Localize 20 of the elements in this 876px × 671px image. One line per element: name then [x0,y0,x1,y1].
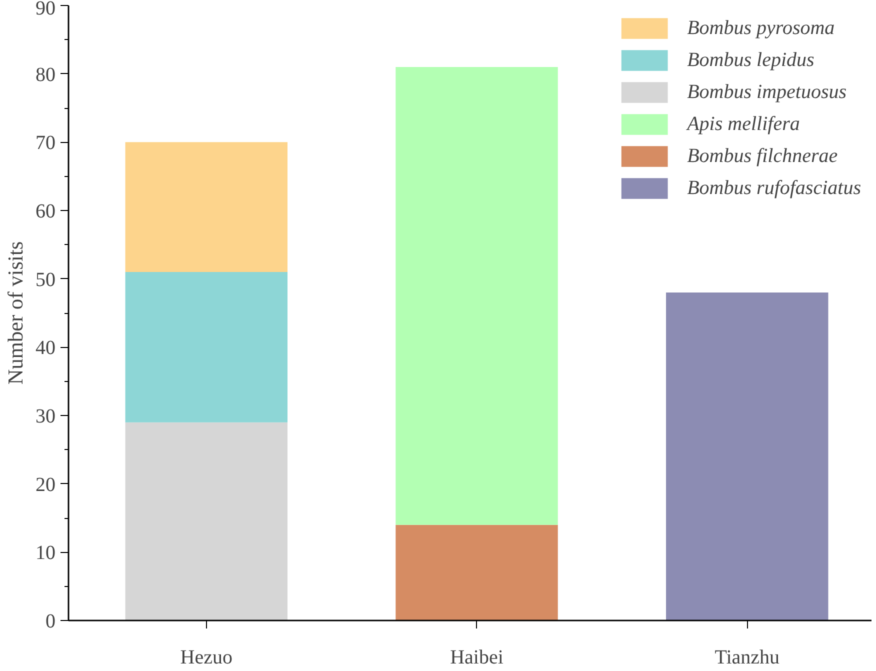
legend-label: Bombus lepidus [687,48,814,72]
y-tick-label: 70 [36,132,56,154]
y-tick-label: 30 [36,406,56,428]
legend-label: Bombus filchnerae [687,144,838,168]
legend-label: Bombus rufofasciatus [687,176,861,200]
y-tick-label: 20 [36,474,56,496]
y-tick-label: 40 [36,337,56,360]
legend-label: Bombus pyrosoma [687,16,835,40]
y-tick-label: 90 [36,0,56,20]
x-tick-label: Haibei [450,646,504,668]
x-tick-label: Hezuo [180,646,232,668]
y-tick-label: 60 [36,200,56,222]
y-tick-label: 10 [36,542,56,564]
x-tick-label: Tianzhu [714,646,780,668]
y-tick-label: 80 [36,64,56,86]
y-tick-label: 50 [36,268,56,291]
y-axis-title: Number of visits [4,241,28,385]
y-tick-label: 0 [46,610,56,632]
legend-label: Bombus impetuosus [687,80,847,104]
legend-label: Apis mellifera [687,112,800,136]
